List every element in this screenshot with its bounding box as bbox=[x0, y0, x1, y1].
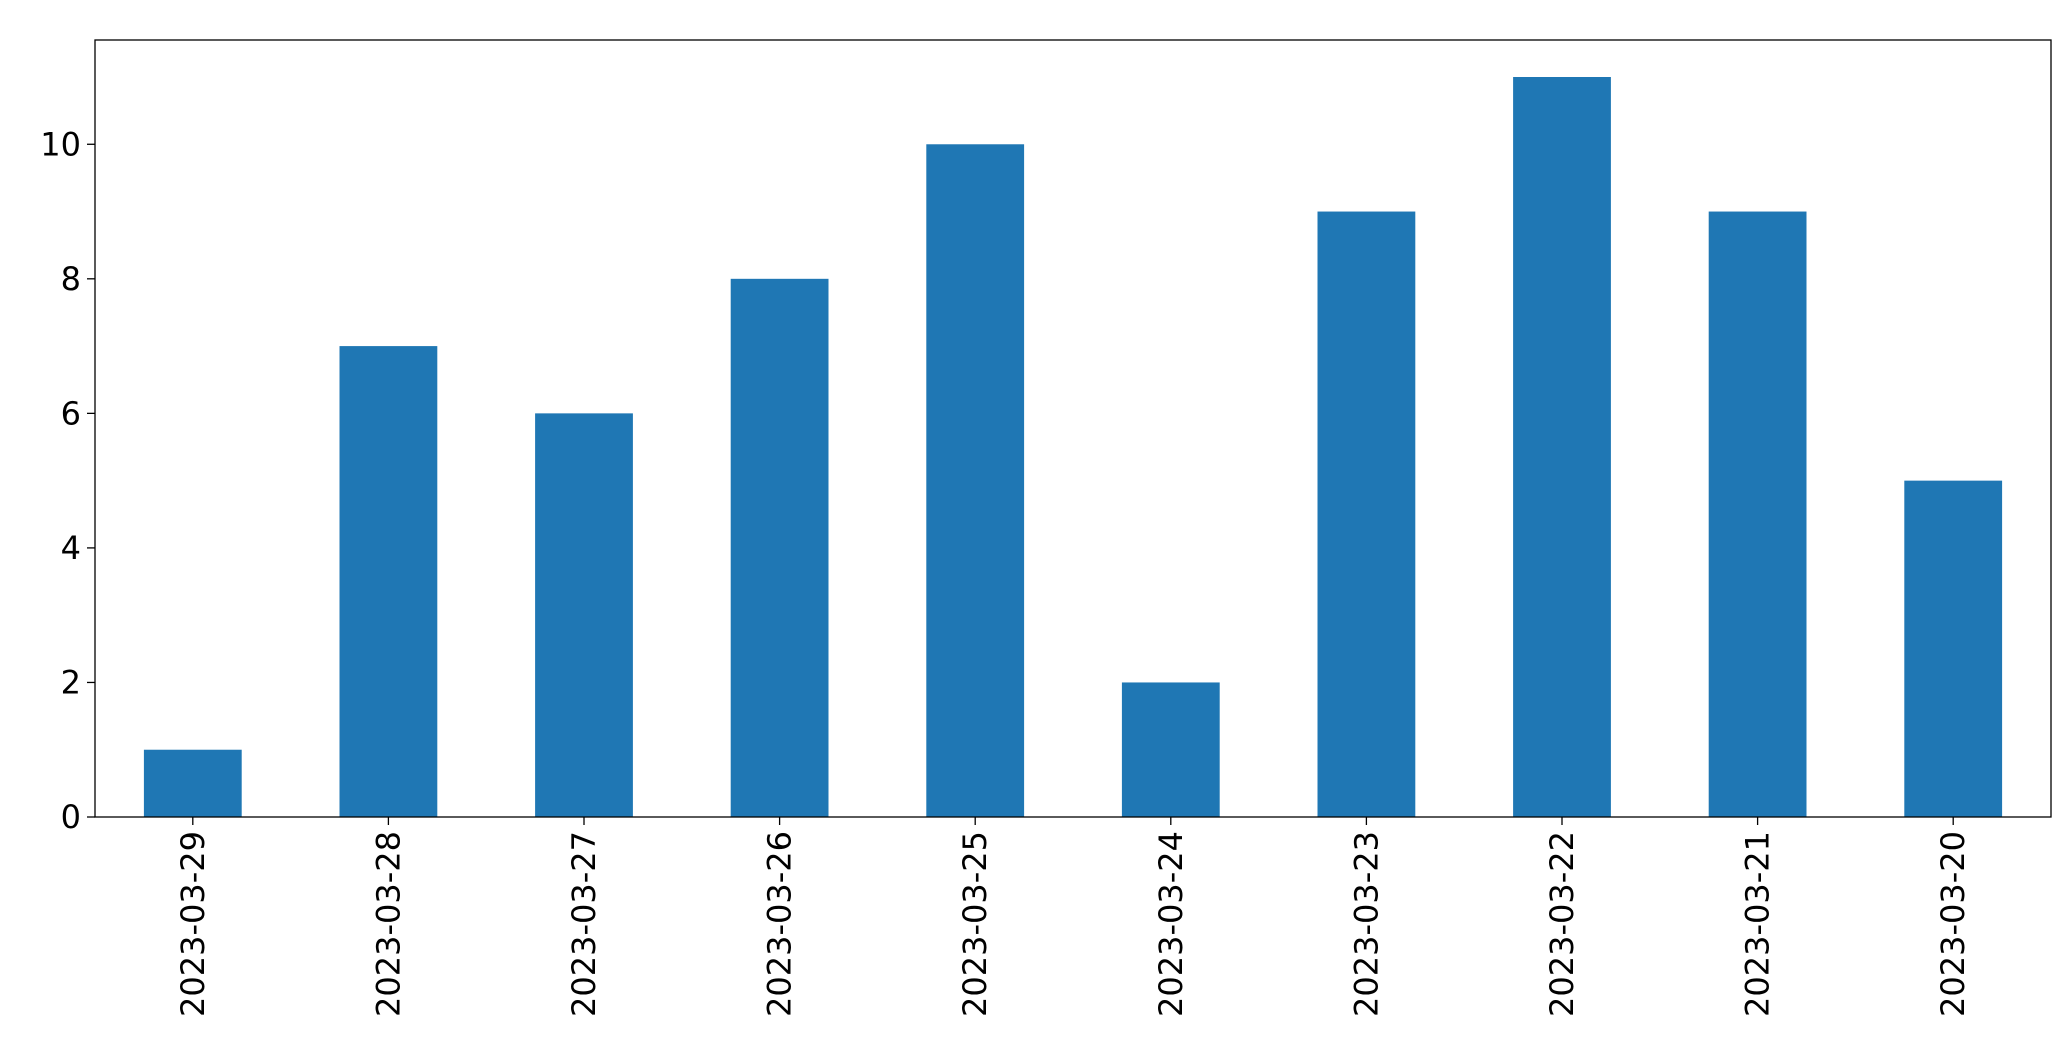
x-tick-label: 2023-03-26 bbox=[761, 831, 799, 1017]
bar bbox=[1317, 211, 1416, 817]
x-tick-label: 2023-03-27 bbox=[565, 831, 603, 1017]
bar bbox=[1513, 77, 1611, 817]
bar bbox=[1708, 211, 1807, 817]
bar bbox=[730, 278, 829, 817]
x-tick-label: 2023-03-28 bbox=[369, 831, 407, 1017]
plot-area bbox=[143, 77, 2003, 818]
y-tick-label: 4 bbox=[61, 529, 81, 567]
y-tick-label: 0 bbox=[61, 798, 81, 836]
bar bbox=[143, 749, 242, 817]
x-tick-label: 2023-03-21 bbox=[1739, 831, 1777, 1017]
bar bbox=[1904, 480, 2003, 817]
y-tick-label: 10 bbox=[40, 125, 81, 163]
x-tick-label: 2023-03-20 bbox=[1934, 831, 1972, 1017]
x-tick-label: 2023-03-25 bbox=[956, 831, 994, 1017]
bar bbox=[1121, 682, 1220, 817]
bar bbox=[535, 413, 633, 817]
x-tick-label: 2023-03-22 bbox=[1543, 831, 1581, 1017]
y-tick-label: 2 bbox=[61, 663, 81, 701]
x-tick-label: 2023-03-24 bbox=[1152, 831, 1190, 1017]
y-tick-label: 8 bbox=[61, 260, 81, 298]
bar bbox=[926, 144, 1025, 818]
x-tick-label: 2023-03-23 bbox=[1347, 831, 1385, 1017]
axes-frame bbox=[94, 39, 2052, 818]
bar bbox=[339, 346, 438, 817]
x-tick-label: 2023-03-29 bbox=[174, 831, 212, 1017]
y-tick-label: 6 bbox=[61, 394, 81, 432]
